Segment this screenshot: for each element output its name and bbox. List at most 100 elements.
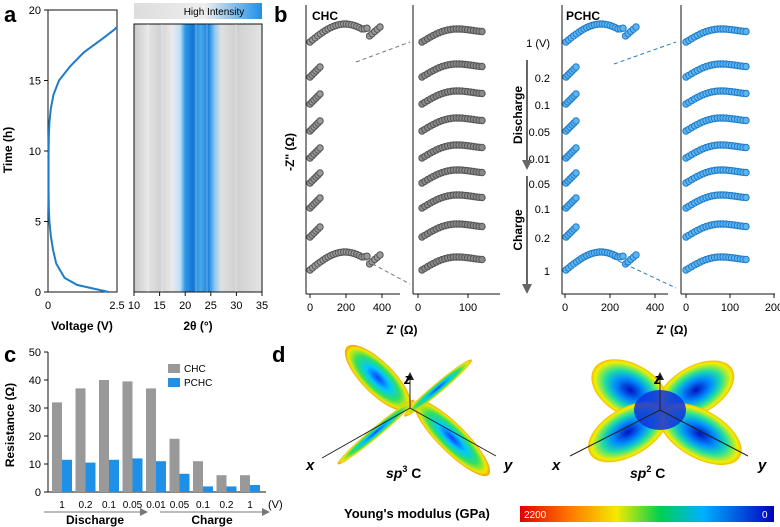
sp3-lobe xyxy=(413,399,491,477)
pchc-right-spectrum-point xyxy=(742,62,750,71)
pchc-right-spectrum-point xyxy=(742,143,750,152)
c-xtick-label: 0.1 xyxy=(196,500,210,511)
bar-pchc xyxy=(132,458,143,492)
panel-label-d: d xyxy=(272,342,285,367)
pchc-right-spectrum-point xyxy=(742,222,750,231)
a-ytick-label: 20 xyxy=(29,5,41,17)
pchc-right-spectrum-point xyxy=(742,255,750,264)
sp3-axis-y: y xyxy=(503,457,513,474)
chc-left-spectrum-point xyxy=(376,23,384,31)
bar-pchc xyxy=(250,485,260,492)
chc-right-spectrum-point xyxy=(478,89,486,98)
chc-right-spectrum-point xyxy=(478,62,486,71)
chc-left-xtick-label: 400 xyxy=(373,302,391,314)
xrd-xtick-label: 10 xyxy=(128,300,140,312)
chc-right-spectrum-point xyxy=(478,168,486,177)
b-voltage-level: 0.01 xyxy=(529,154,550,166)
sp2-axis-x: x xyxy=(551,457,561,474)
bar-chc xyxy=(75,388,86,492)
b-voltage-level: 0.05 xyxy=(529,179,550,191)
b-voltage-level: 0.1 xyxy=(535,100,550,112)
bar-chc xyxy=(193,461,203,492)
bar-chc xyxy=(52,402,62,492)
chc-left-spectrum-point xyxy=(316,194,324,202)
chc-left-spectrum-point xyxy=(363,24,371,32)
b-voltage-level: 0.1 xyxy=(535,204,550,216)
b-voltage-level: 0.2 xyxy=(535,73,550,85)
c-xtick-label: 0.2 xyxy=(220,500,234,511)
bar-pchc xyxy=(226,486,237,492)
pchc-left-spectrum-point xyxy=(572,194,580,202)
xrd-xtick-label: 30 xyxy=(230,300,242,312)
c-ylabel: Resistance (Ω) xyxy=(3,383,17,467)
pchc-left-xtick-label: 200 xyxy=(601,302,619,314)
a-ytick-label: 5 xyxy=(35,217,41,229)
sp3-caption-c: C xyxy=(407,465,421,481)
b-voltage-level: 0.05 xyxy=(529,127,550,139)
c-xtick-label: 0.05 xyxy=(123,500,143,511)
c-xtick-label: 0.01 xyxy=(146,500,166,511)
panel-a-xrd-map: High Intensity 10 15 20 25 30 35 2θ (°) xyxy=(128,3,268,333)
chc-left-spectrum-point xyxy=(316,144,324,152)
chc-right-spectrum-point xyxy=(478,143,486,152)
c-ytick-label: 10 xyxy=(29,459,41,471)
bar-pchc xyxy=(62,459,72,492)
bar-pchc xyxy=(179,473,190,492)
a-ytick-label: 15 xyxy=(29,76,41,88)
pchc-left-xtick-label: 0 xyxy=(562,302,568,314)
chc-left-xtick-label: 0 xyxy=(307,302,313,314)
sp3-lobe xyxy=(404,359,472,417)
c-charge-label: Charge xyxy=(191,513,233,527)
a-ytick-label: 0 xyxy=(35,287,41,299)
xrd-colorbar xyxy=(134,3,262,19)
a-xtick-2-5: 2.5 xyxy=(109,300,124,312)
panel-b-impedance: -Z'' (Ω) CHC 0 200 400 0 100 Z' (Ω) PCHC 0 20… xyxy=(283,5,780,337)
sp2-axis-y: y xyxy=(757,457,767,474)
bar-chc xyxy=(169,438,180,492)
panel-label-b: b xyxy=(274,2,287,27)
c-xtick-label: 0.05 xyxy=(170,500,190,511)
xrd-xtick-label: 35 xyxy=(256,300,268,312)
chc-right-spectrum-point xyxy=(478,193,486,202)
chc-right-xtick-label: 100 xyxy=(459,302,477,314)
pchc-left-spectrum-point xyxy=(572,63,580,71)
colorbar-label: Young's modulus (GPa) xyxy=(344,506,490,521)
pchc-right-spectrum-point xyxy=(742,116,750,125)
pchc-right-spectrum-point xyxy=(742,193,750,202)
pchc-right-xtick-label: 100 xyxy=(721,302,739,314)
chc-right-spectrum-point xyxy=(478,255,486,264)
c-xtick-label: 0.2 xyxy=(79,500,93,511)
bar-pchc xyxy=(109,459,119,492)
b-charge-label: Charge xyxy=(511,209,525,251)
sp3-lobe xyxy=(344,344,412,412)
chc-title: CHC xyxy=(312,9,338,23)
pchc-left-spectrum-point xyxy=(572,144,580,152)
pchc-left-spectrum-point xyxy=(572,90,580,98)
bar-chc xyxy=(122,381,133,492)
b-discharge-label: Discharge xyxy=(511,86,525,144)
a-ytick-label: 10 xyxy=(29,146,41,158)
a-xlabel: Voltage (V) xyxy=(51,319,113,333)
chc-left-spectrum-point xyxy=(316,90,324,98)
chc-left-spectrum-point xyxy=(363,252,371,260)
pchc-right-spectrum-point xyxy=(742,168,750,177)
panel-a-voltage-plot: 0 5 10 15 20 0 2.5 Voltage (V) Time (h) xyxy=(1,5,125,333)
legend-pchc-label: PCHC xyxy=(184,378,212,389)
c-ytick-label: 50 xyxy=(29,347,41,359)
legend-chc-swatch xyxy=(168,364,180,373)
chc-right-spectrum-point xyxy=(478,222,486,231)
bar-pchc xyxy=(156,461,166,492)
xrd-heatmap xyxy=(133,23,263,293)
legend-pchc-swatch xyxy=(168,378,180,387)
sp3-caption: sp3 C xyxy=(386,464,421,481)
sp2-axis-z: z xyxy=(653,371,662,388)
chc-left-spectrum-point xyxy=(316,117,324,125)
c-ytick-label: 20 xyxy=(29,431,41,443)
youngs-modulus-colorbar: Young's modulus (GPa) 2200 0 xyxy=(344,506,774,522)
chc-left-spectrum-point xyxy=(316,63,324,71)
pchc-left-spectrum-point xyxy=(572,117,580,125)
pchc-right-xtick-label: 200 xyxy=(765,302,780,314)
c-xtick-label: 1 xyxy=(247,500,253,511)
c-xtick-label: 1 xyxy=(59,500,65,511)
